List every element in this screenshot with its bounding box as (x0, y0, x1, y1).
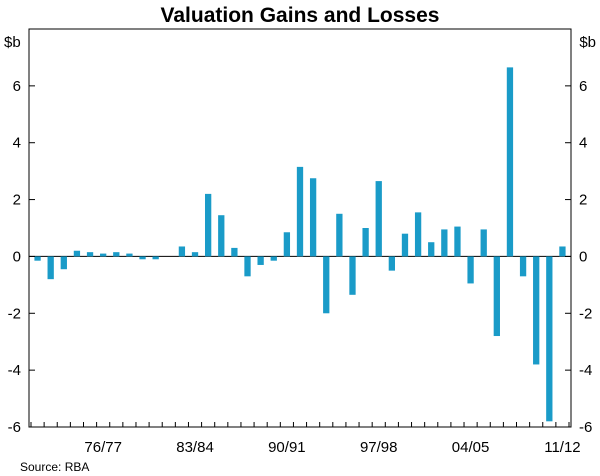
bar-82-83 (178, 246, 186, 257)
x-ticks-group: 76/77 83/84 90/91 97/98 04/05 11/12 (30, 422, 581, 456)
bar-91-92 (296, 166, 304, 257)
bar-00-01 (414, 212, 422, 257)
y-tick-label-right: -2 (579, 305, 592, 322)
bar-79-80 (139, 256, 146, 260)
bar-11-12 (559, 246, 566, 257)
y-tick-label-right: -4 (579, 362, 592, 379)
y-tick-label-right: -6 (579, 419, 592, 436)
x-tick-label-90-91: 90/91 (268, 439, 306, 456)
bar-78-79 (126, 253, 133, 257)
x-tick-label-83-84: 83/84 (176, 439, 214, 456)
y-tick-label-left: -4 (8, 362, 21, 379)
bar-74-75 (73, 250, 81, 257)
bar-01-02 (428, 242, 435, 257)
plot-frame (28, 28, 572, 428)
chart-title: Valuation Gains and Losses (161, 4, 440, 27)
bar-07-08 (506, 67, 514, 257)
x-tick-label-97-98: 97/98 (360, 439, 398, 456)
x-tick-label-11-12: 11/12 (544, 439, 580, 456)
bar-93-94 (323, 256, 330, 314)
bar-87-88 (244, 256, 251, 277)
bar-75-76 (86, 252, 94, 257)
bar-98-99 (388, 256, 396, 271)
bar-83-84 (191, 252, 199, 257)
bar-88-89 (257, 256, 264, 265)
x-tick-label-04-05: 04/05 (452, 439, 490, 456)
y-tick-label-right: 6 (579, 78, 587, 95)
bar-85-86 (218, 215, 225, 257)
source-note: Source: RBA (20, 460, 89, 474)
bar-73-74 (60, 256, 67, 270)
y-ticks-group: -6 -6 -4 -4 -2 -2 0 0 2 2 4 4 6 6 (8, 78, 593, 436)
bar-90-91 (283, 232, 291, 257)
bar-80-81 (152, 256, 159, 260)
bar-86-87 (231, 247, 238, 257)
x-tick-label-76-77: 76/77 (84, 439, 122, 456)
bar-77-78 (113, 252, 120, 257)
y-tick-label-left: 2 (13, 192, 21, 209)
bar-96-97 (362, 228, 369, 257)
y-unit-left: $b (4, 34, 21, 51)
bar-71-72 (34, 256, 41, 261)
bar-08-09 (519, 256, 527, 277)
bar-10-11 (546, 256, 553, 422)
y-tick-label-left: 6 (13, 78, 21, 95)
bars-group (34, 67, 566, 422)
bar-99-00 (401, 233, 409, 257)
bar-76-77 (100, 253, 107, 257)
bar-02-03 (441, 229, 448, 257)
bar-04-05 (467, 256, 474, 284)
y-tick-label-left: -2 (8, 305, 21, 322)
y-tick-label-right: 0 (579, 248, 587, 265)
bar-94-95 (336, 213, 343, 257)
bar-03-04 (454, 226, 461, 257)
y-tick-label-left: 4 (13, 135, 21, 152)
y-unit-right: $b (579, 34, 596, 51)
bar-92-93 (309, 178, 317, 257)
bar-95-96 (349, 256, 356, 295)
bar-06-07 (493, 256, 500, 337)
bar-09-10 (533, 256, 540, 365)
bar-72-73 (47, 256, 54, 280)
bar-97-98 (375, 181, 382, 257)
y-tick-label-right: 4 (579, 135, 587, 152)
y-tick-label-left: 0 (13, 248, 21, 265)
y-tick-label-left: -6 (8, 419, 21, 436)
y-tick-label-right: 2 (579, 192, 587, 209)
bar-84-85 (204, 193, 212, 257)
bar-89-90 (270, 256, 277, 261)
bar-05-06 (480, 229, 487, 257)
